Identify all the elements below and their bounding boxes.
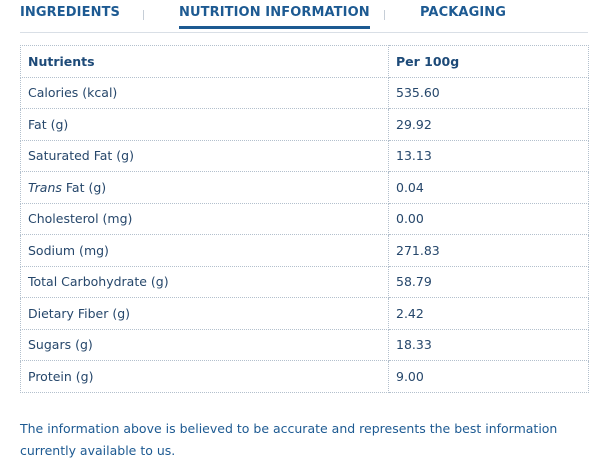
nutrient-value: 9.00 [388,360,589,393]
column-header-nutrients: Nutrients [20,45,389,78]
table-row: Sodium (mg) 271.83 [20,234,589,267]
nutrient-name: Dietary Fiber (g) [20,297,389,330]
nutrient-name-suffix: Fat (g) [61,179,107,195]
column-header-per-100g: Per 100g [388,45,589,78]
nutrient-value: 13.13 [388,139,589,172]
nutrient-name-italic-prefix: Trans [28,179,62,195]
table-row: Saturated Fat (g) 13.13 [20,139,589,172]
nutrient-value: 0.04 [388,171,589,204]
nutrient-name: Calories (kcal) [20,76,389,109]
table-row: Calories (kcal) 535.60 [20,76,589,109]
table-row: Fat (g) 29.92 [20,108,589,141]
tab-packaging[interactable]: PACKAGING [420,5,507,20]
nutrient-name: Total Carbohydrate (g) [20,265,389,298]
nutrient-name: Cholesterol (mg) [20,202,389,235]
nutrient-value: 0.00 [388,202,589,235]
table-row: Sugars (g) 18.33 [20,328,589,361]
table-row: Protein (g) 9.00 [20,360,589,393]
nutrient-name: Sugars (g) [20,328,389,361]
nutrient-value: 271.83 [388,234,589,267]
nutrient-name: Fat (g) [20,108,389,141]
table-header-row: Nutrients Per 100g [20,45,589,78]
nutrient-name: Sodium (mg) [20,234,389,267]
tab-ingredients[interactable]: INGREDIENTS [20,5,120,20]
tab-nutrition-information[interactable]: NUTRITION INFORMATION [179,5,370,29]
nutrient-name: Saturated Fat (g) [20,139,389,172]
nutrient-value: 58.79 [388,265,589,298]
nutrient-value: 535.60 [388,76,589,109]
nutrient-value: 29.92 [388,108,589,141]
table-row: Cholesterol (mg) 0.00 [20,202,589,235]
tab-divider [384,10,385,20]
tab-divider [143,10,144,20]
nutrient-name: Protein (g) [20,360,389,393]
tab-bar: INGREDIENTS NUTRITION INFORMATION PACKAG… [20,0,588,33]
table-row: Dietary Fiber (g) 2.42 [20,297,589,330]
nutrient-value: 2.42 [388,297,589,330]
disclaimer-text: The information above is believed to be … [20,420,558,458]
nutrition-table: Nutrients Per 100g Calories (kcal) 535.6… [20,45,589,393]
table-row: Total Carbohydrate (g) 58.79 [20,265,589,298]
nutrient-value: 18.33 [388,328,589,361]
table-row: Trans Fat (g) 0.04 [20,171,589,204]
nutrient-name: Trans Fat (g) [20,171,389,204]
